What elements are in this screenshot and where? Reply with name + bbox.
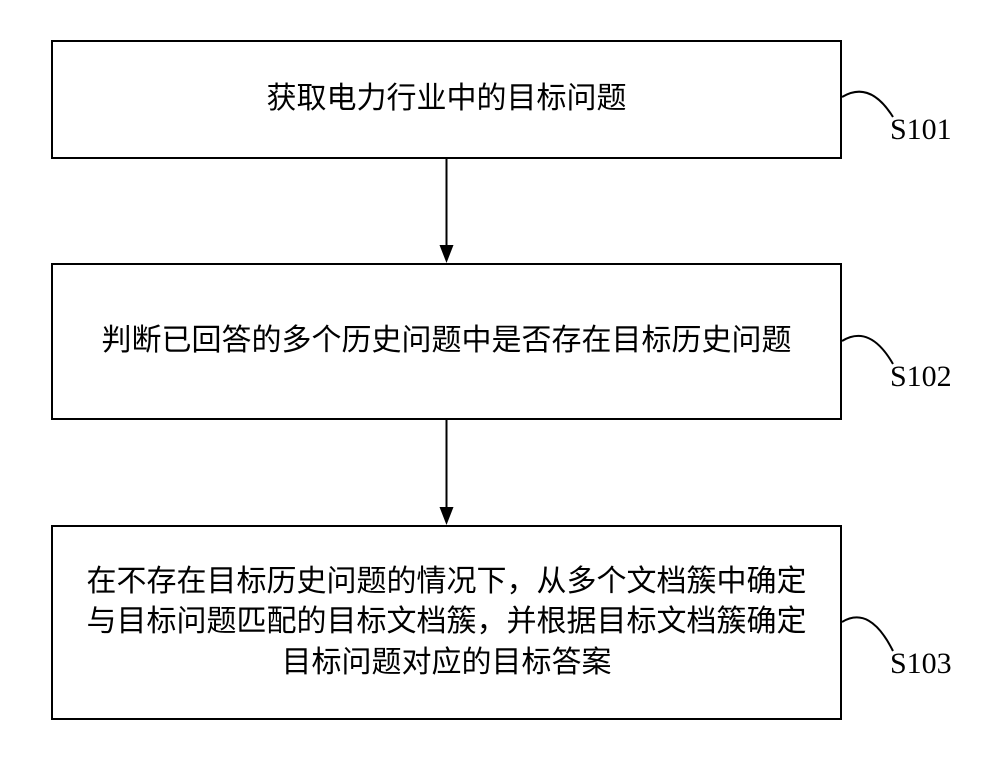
flowchart-canvas: 获取电力行业中的目标问题S101判断已回答的多个历史问题中是否存在目标历史问题S… — [0, 0, 1000, 763]
flowchart-arrow — [0, 0, 1000, 763]
